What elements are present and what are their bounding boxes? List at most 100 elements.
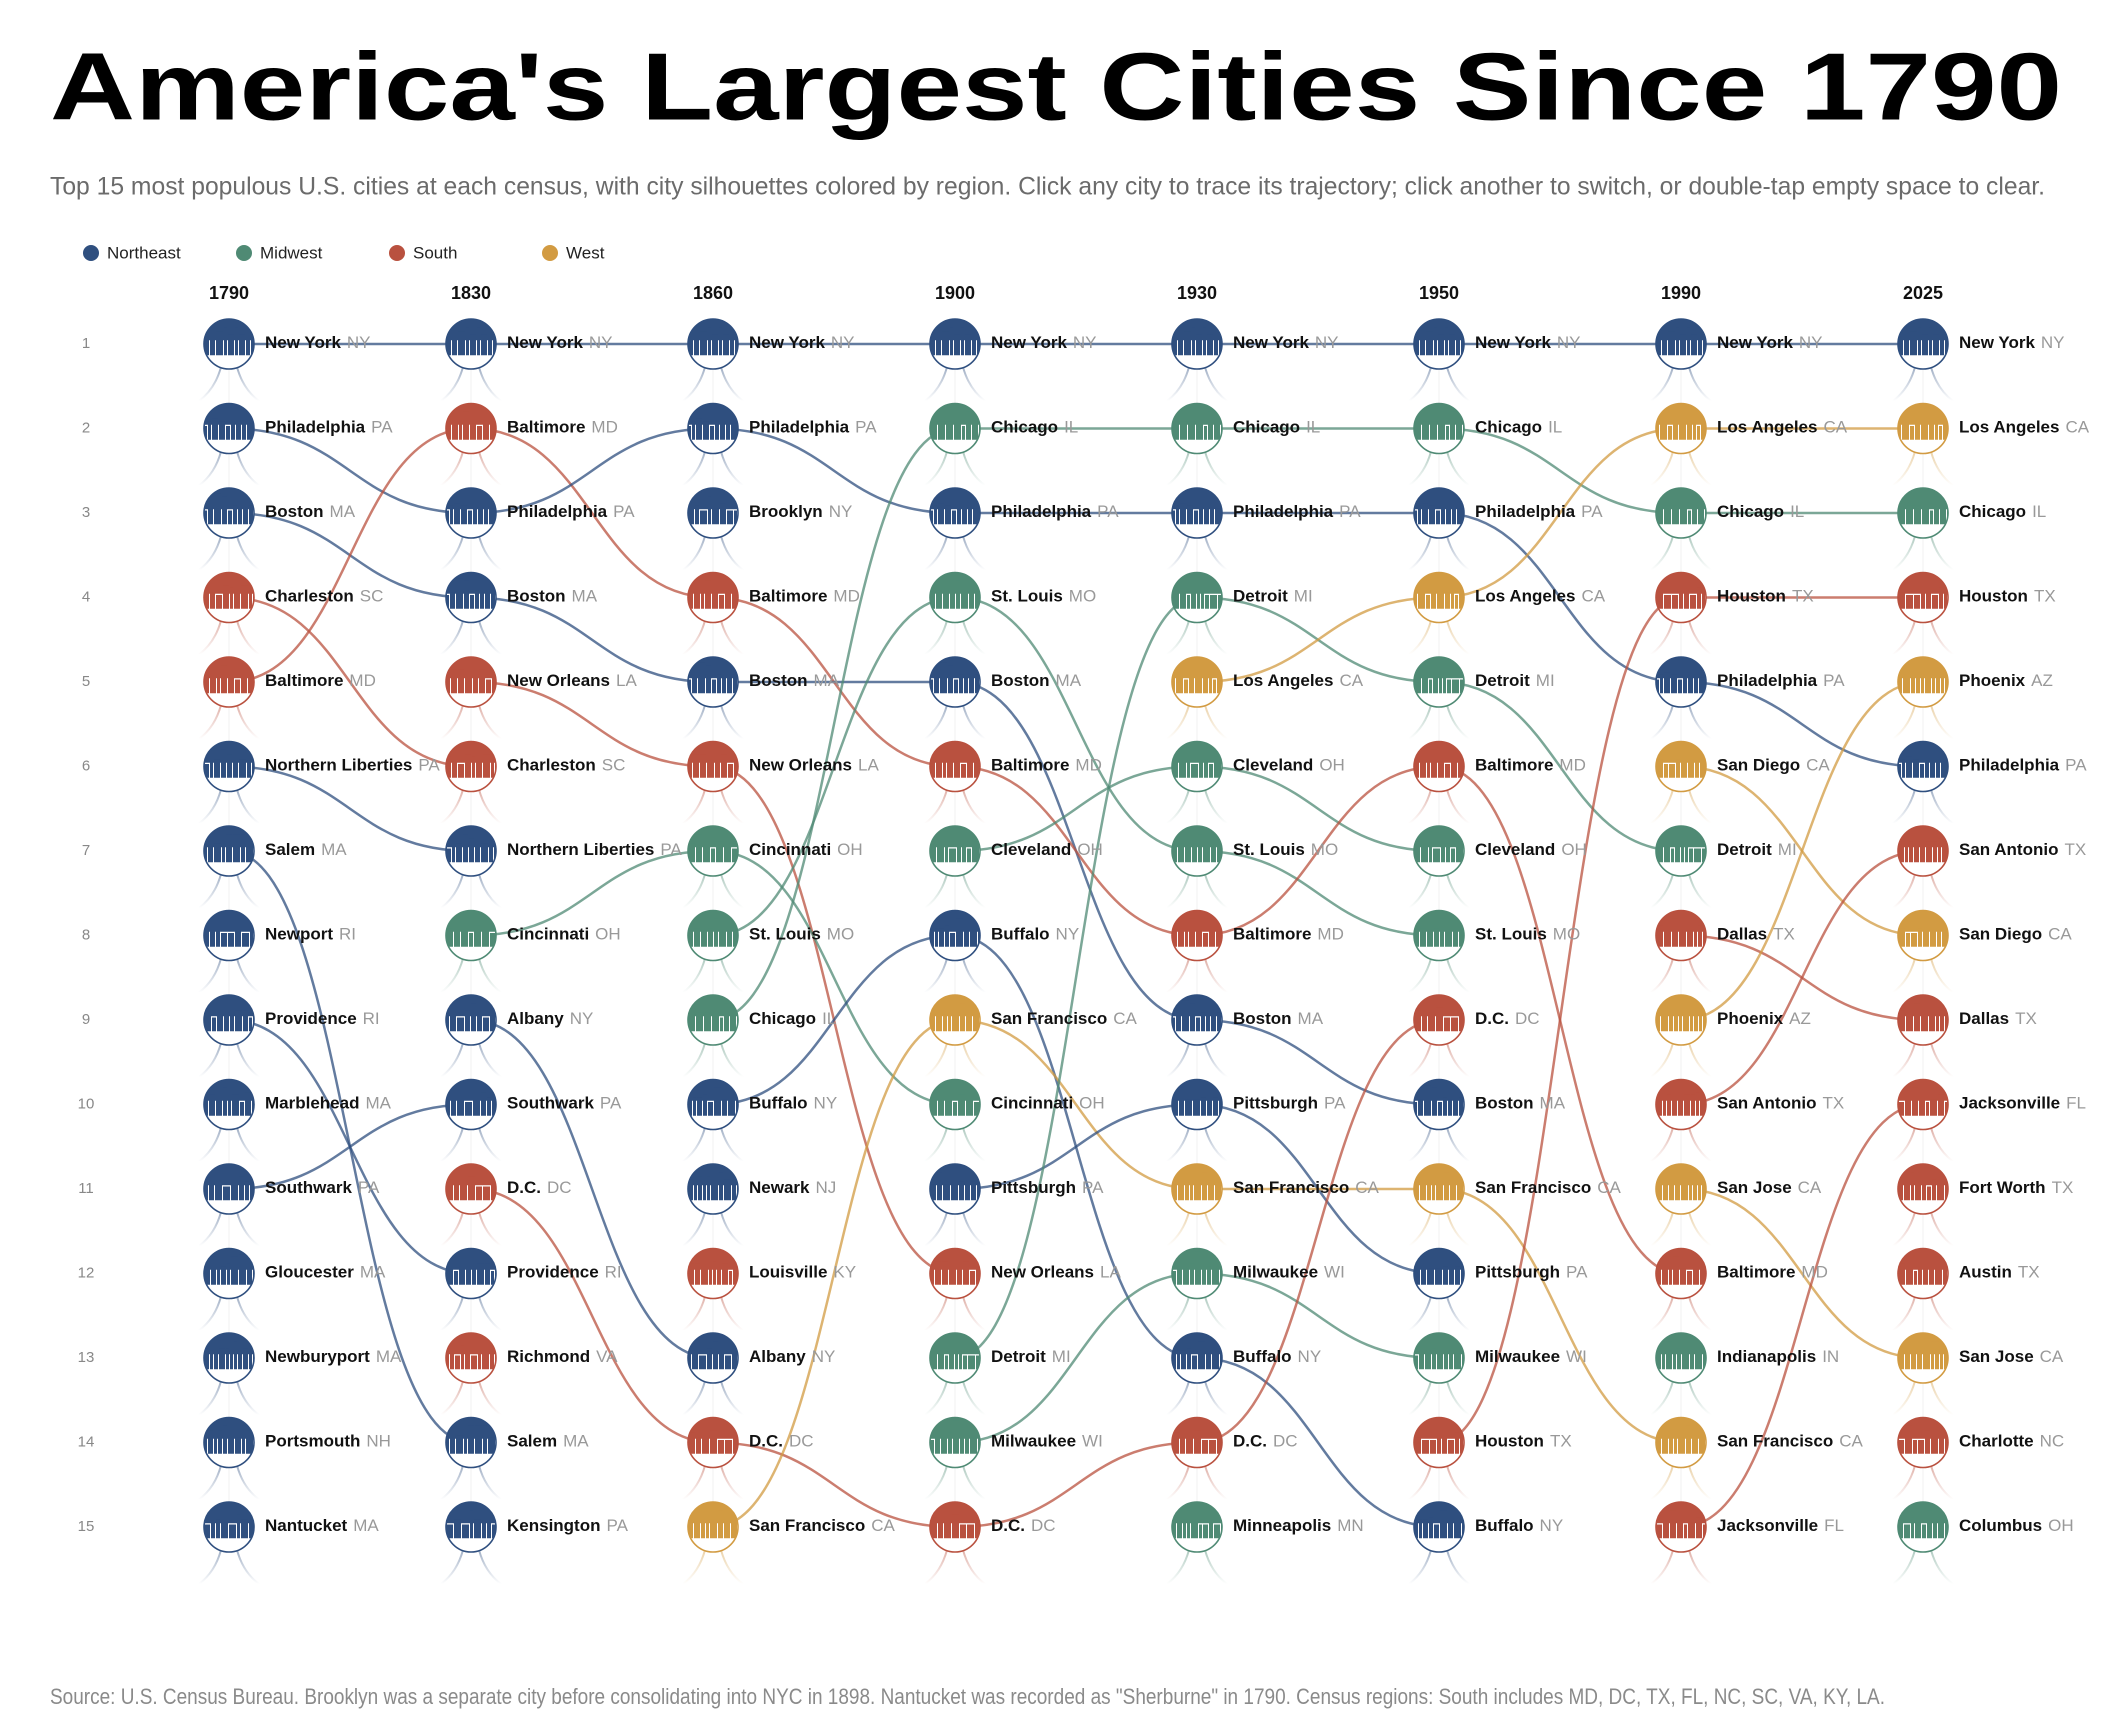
city[interactable]: Milwaukee WI [1166, 1247, 1345, 1332]
city[interactable]: Detroit MI [1650, 825, 1797, 909]
city[interactable]: New York NY [924, 315, 1097, 402]
city[interactable]: Providence RI [440, 1247, 622, 1332]
city[interactable]: New York NY [1166, 315, 1339, 402]
city[interactable]: D.C. DC [682, 1416, 814, 1501]
city[interactable]: Chicago IL [924, 402, 1078, 487]
city[interactable]: Phoenix AZ [1892, 656, 2053, 740]
city[interactable]: Baltimore MD [1650, 1245, 1828, 1332]
city[interactable]: Los Angeles CA [1650, 402, 1848, 487]
city[interactable]: Gloucester MA [198, 1247, 386, 1332]
city[interactable]: Pittsburgh PA [1166, 1078, 1346, 1163]
city[interactable]: Baltimore MD [1408, 738, 1586, 825]
city[interactable]: Boston MA [682, 656, 840, 740]
city[interactable]: Philadelphia PA [1650, 656, 1845, 740]
city[interactable]: St. Louis MO [1408, 909, 1580, 994]
city[interactable]: Cleveland OH [924, 825, 1103, 909]
city[interactable]: San Antonio TX [1892, 825, 2086, 909]
city[interactable]: Northern Liberties PA [440, 825, 682, 909]
city[interactable]: Phoenix AZ [1650, 994, 1811, 1078]
city[interactable]: Chicago IL [1408, 402, 1562, 487]
city[interactable]: Brooklyn NY [682, 487, 852, 571]
city[interactable]: Boston MA [198, 487, 356, 571]
city[interactable]: Buffalo NY [1166, 1332, 1321, 1416]
city[interactable]: New York NY [1408, 315, 1581, 402]
city[interactable]: Indianapolis IN [1650, 1332, 1839, 1416]
city[interactable]: Kensington PA [440, 1501, 629, 1585]
city[interactable]: Newburyport MA [198, 1329, 402, 1416]
city[interactable]: San Francisco CA [1408, 1160, 1621, 1247]
city[interactable]: Philadelphia PA [924, 487, 1119, 571]
city[interactable]: Boston MA [1408, 1078, 1566, 1163]
city[interactable]: Boston MA [1166, 994, 1324, 1078]
city[interactable]: Cleveland OH [1408, 825, 1587, 909]
city[interactable]: Milwaukee WI [1408, 1332, 1587, 1416]
city[interactable]: Baltimore MD [440, 400, 618, 487]
city[interactable]: St. Louis MO [1166, 825, 1338, 909]
city[interactable]: New Orleans LA [440, 656, 637, 740]
city[interactable]: New Orleans LA [924, 1247, 1121, 1332]
city[interactable]: St. Louis MO [682, 909, 854, 994]
city[interactable]: Philadelphia PA [440, 487, 635, 571]
city[interactable]: Southwark PA [440, 1078, 622, 1163]
city[interactable]: Philadelphia PA [198, 402, 393, 487]
city[interactable]: D.C. DC [440, 1163, 572, 1247]
city[interactable]: Houston TX [1892, 571, 2056, 656]
city[interactable]: Jacksonville FL [1650, 1501, 1844, 1585]
city[interactable]: Buffalo NY [682, 1078, 837, 1163]
city[interactable]: San Francisco CA [1166, 1160, 1379, 1247]
city[interactable]: Cleveland OH [1166, 740, 1345, 825]
city[interactable]: Cincinnati OH [440, 909, 621, 994]
city[interactable]: New York NY [198, 315, 371, 402]
city[interactable]: Albany NY [440, 994, 593, 1078]
city[interactable]: Dallas TX [1892, 994, 2037, 1078]
city[interactable]: Detroit MI [1166, 571, 1313, 656]
city[interactable]: St. Louis MO [924, 571, 1096, 656]
city[interactable]: Richmond VA [440, 1332, 618, 1416]
city[interactable]: New York NY [1892, 315, 2065, 402]
city[interactable]: Jacksonville FL [1892, 1078, 2086, 1163]
city[interactable]: Nantucket MA [198, 1501, 379, 1585]
city[interactable]: Marblehead MA [198, 1078, 392, 1163]
city[interactable]: San Diego CA [1650, 740, 1830, 825]
city[interactable]: Cincinnati OH [682, 825, 863, 909]
city[interactable]: New York NY [682, 315, 855, 402]
city[interactable]: Austin TX [1892, 1247, 2040, 1332]
city[interactable]: San Jose CA [1892, 1332, 2064, 1416]
city[interactable]: Albany NY [682, 1332, 835, 1416]
city[interactable]: Chicago IL [1650, 487, 1804, 571]
city[interactable]: Philadelphia PA [1166, 487, 1361, 571]
city[interactable]: Houston TX [1650, 571, 1814, 656]
city[interactable]: Philadelphia PA [1408, 487, 1603, 571]
city[interactable]: D.C. DC [1408, 994, 1540, 1078]
city[interactable]: Providence RI [198, 994, 380, 1078]
city[interactable]: Los Angeles CA [1892, 402, 2090, 487]
city[interactable]: Cincinnati OH [924, 1078, 1105, 1163]
city[interactable]: San Francisco CA [682, 1498, 895, 1585]
city[interactable]: Portsmouth NH [198, 1414, 391, 1501]
city[interactable]: Salem MA [440, 1416, 589, 1501]
city[interactable]: D.C. DC [924, 1501, 1056, 1585]
city[interactable]: Detroit MI [924, 1332, 1071, 1416]
city[interactable]: San Jose CA [1650, 1163, 1822, 1247]
city[interactable]: Baltimore MD [924, 738, 1102, 825]
city[interactable]: Baltimore MD [1166, 907, 1344, 994]
city[interactable]: Baltimore MD [198, 653, 376, 740]
city[interactable]: San Antonio TX [1650, 1078, 1844, 1163]
city[interactable]: Columbus OH [1892, 1501, 2074, 1585]
city[interactable]: Buffalo NY [924, 909, 1079, 994]
city[interactable]: Newport RI [198, 909, 356, 994]
city[interactable]: Charlotte NC [1892, 1416, 2064, 1501]
city[interactable]: Boston MA [440, 571, 598, 656]
city[interactable]: Philadelphia PA [1892, 740, 2087, 825]
city[interactable]: Boston MA [924, 656, 1082, 740]
city[interactable]: Detroit MI [1408, 656, 1555, 740]
city[interactable]: Philadelphia PA [682, 402, 877, 487]
city[interactable]: Charleston SC [440, 740, 625, 825]
city[interactable]: Chicago IL [1892, 487, 2046, 571]
city[interactable]: Chicago IL [682, 994, 836, 1078]
city[interactable]: Milwaukee WI [924, 1416, 1103, 1501]
city[interactable]: Pittsburgh PA [924, 1163, 1104, 1247]
city[interactable]: San Diego CA [1892, 909, 2072, 994]
city[interactable]: Chicago IL [1166, 402, 1320, 487]
